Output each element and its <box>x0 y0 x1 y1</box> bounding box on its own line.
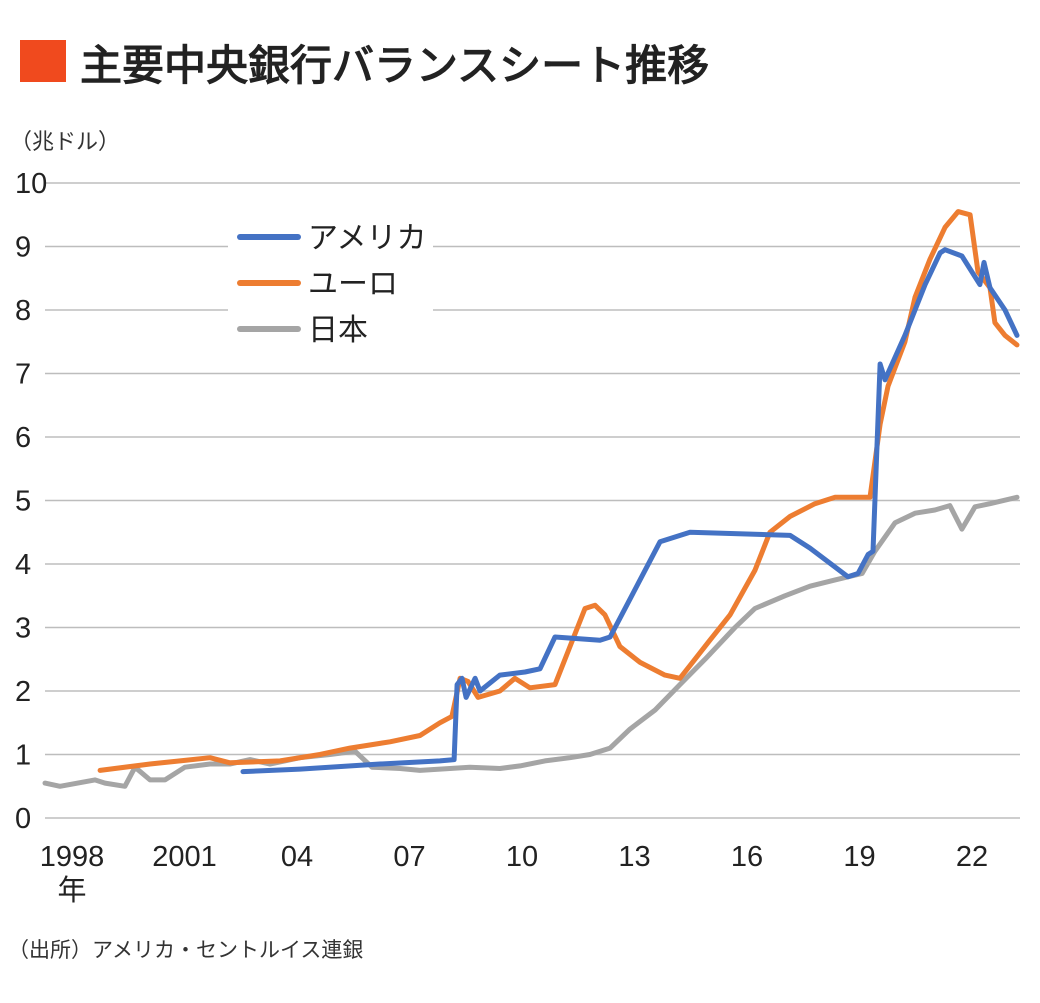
y-tick-label: 2 <box>15 676 31 708</box>
title-marker <box>20 40 66 82</box>
chart-title: 主要中央銀行バランスシート推移 <box>80 41 710 90</box>
y-tick-label: 0 <box>15 803 31 835</box>
x-tick-label: 04 <box>281 841 313 873</box>
source-note: （出所）アメリカ・セントルイス連銀 <box>8 938 364 962</box>
legend-label-1: ユーロ <box>308 267 398 302</box>
x-tick-label: 16 <box>731 841 763 873</box>
y-tick-label: 5 <box>15 486 31 518</box>
x-tick-labels: 1998 2001 04 07 10 13 16 19 22 <box>40 841 988 873</box>
y-tick-label: 7 <box>15 359 31 391</box>
legend-label-0: アメリカ <box>308 221 427 256</box>
x-axis-unit-label: 年 <box>57 874 86 907</box>
x-tick-label: 1998 <box>40 841 105 873</box>
y-tick-label: 6 <box>15 422 31 454</box>
y-tick-label: 3 <box>15 613 31 645</box>
series-line-0 <box>240 247 1020 775</box>
x-tick-label: 13 <box>618 841 650 873</box>
x-tick-label: 10 <box>506 841 538 873</box>
series-line-1 <box>97 209 1020 773</box>
y-tick-label: 1 <box>15 740 31 772</box>
x-tick-label: 2001 <box>152 841 217 873</box>
series-lines <box>42 209 1020 789</box>
x-tick-label: 07 <box>393 841 425 873</box>
y-tick-label: 10 <box>15 168 47 200</box>
y-tick-labels: 0 1 2 3 4 5 6 7 8 9 10 <box>15 168 47 835</box>
x-tick-label: 22 <box>956 841 988 873</box>
x-tick-label: 19 <box>843 841 875 873</box>
gridlines <box>45 182 1020 819</box>
y-tick-label: 8 <box>15 295 31 327</box>
legend-label-2: 日本 <box>308 313 368 348</box>
y-axis-unit-label: （兆ドル） <box>10 130 121 155</box>
y-tick-label: 4 <box>15 549 31 581</box>
y-tick-label: 9 <box>15 232 31 264</box>
series-line-2 <box>42 494 1020 789</box>
